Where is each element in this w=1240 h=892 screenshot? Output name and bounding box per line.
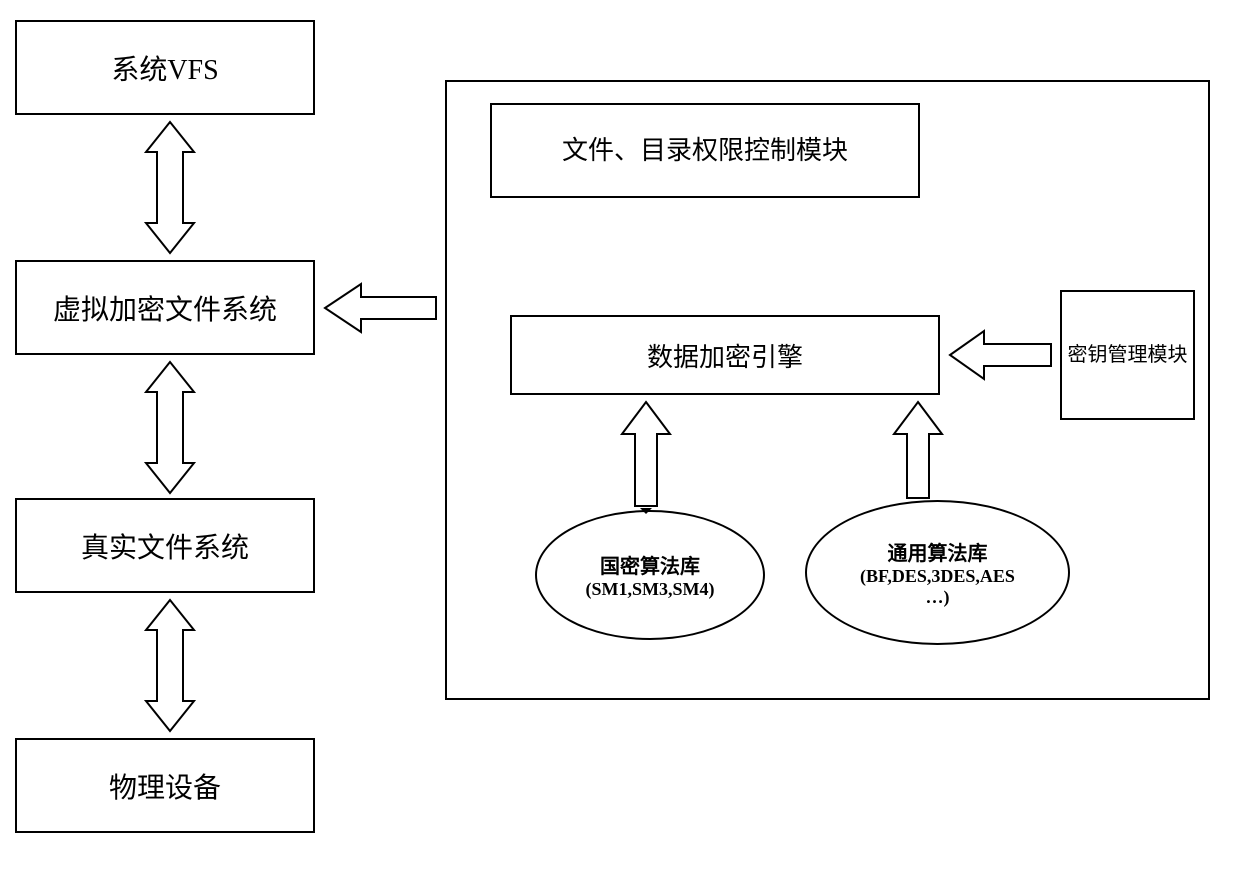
key-mgmt-label: 密钥管理模块 xyxy=(1068,341,1188,369)
guomi-lib-algs: (SM1,SM3,SM4) xyxy=(586,579,715,600)
permission-control-label: 文件、目录权限控制模块 xyxy=(562,134,848,168)
encryption-engine-box: 数据加密引擎 xyxy=(510,315,940,395)
arrow-general-to-engine xyxy=(892,400,944,500)
general-lib-algs2: …) xyxy=(926,587,950,608)
permission-control-text: 文件、目录权限控制模块 xyxy=(562,136,848,165)
general-lib-title: 通用算法库 xyxy=(888,537,988,566)
virtual-enc-fs-box: 虚拟加密文件系统 xyxy=(15,260,315,355)
system-vfs-label: 系统VFS xyxy=(111,48,218,88)
physical-device-box: 物理设备 xyxy=(15,738,315,833)
guomi-lib-ellipse: 国密算法库 (SM1,SM3,SM4) xyxy=(535,510,765,640)
virtual-enc-fs-label: 虚拟加密文件系统 xyxy=(53,288,277,328)
key-mgmt-box: 密钥管理模块 xyxy=(1060,290,1195,420)
encryption-engine-label: 数据加密引擎 xyxy=(647,337,803,374)
real-fs-label: 真实文件系统 xyxy=(81,526,249,566)
arrow-key-to-engine xyxy=(948,328,1053,382)
general-lib-algs: (BF,DES,3DES,AES xyxy=(860,566,1015,587)
arrow-vfs-vefs xyxy=(140,120,200,255)
real-fs-box: 真实文件系统 xyxy=(15,498,315,593)
arrow-panel-to-vefs xyxy=(323,280,438,336)
guomi-lib-title: 国密算法库 xyxy=(600,550,700,579)
arrow-guomi-to-engine xyxy=(620,400,672,512)
arrow-vefs-realfs xyxy=(140,360,200,495)
system-vfs-box: 系统VFS xyxy=(15,20,315,115)
permission-control-box: 文件、目录权限控制模块 xyxy=(490,103,920,198)
physical-device-label: 物理设备 xyxy=(109,766,221,806)
general-lib-ellipse: 通用算法库 (BF,DES,3DES,AES …) xyxy=(805,500,1070,645)
arrow-realfs-phys xyxy=(140,598,200,733)
